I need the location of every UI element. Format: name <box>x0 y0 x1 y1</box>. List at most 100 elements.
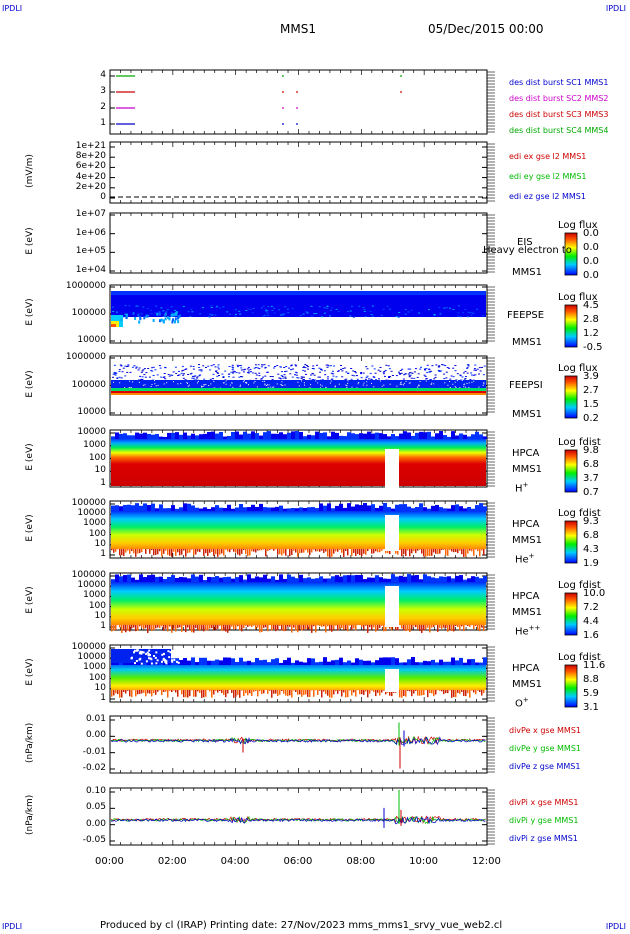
spectrogram-pixel <box>117 690 119 695</box>
spectrogram-pixel <box>397 316 400 318</box>
spectrogram-pixel <box>187 311 190 313</box>
spectrogram-pixel <box>403 382 405 384</box>
spectrogram-pixel <box>213 549 215 556</box>
spectrogram-pixel <box>271 433 275 439</box>
spectrogram-pixel <box>387 365 390 367</box>
spectrogram-pixel <box>287 508 291 511</box>
spectrogram-pixel <box>329 549 331 557</box>
spectrogram-pixel <box>419 368 422 370</box>
spectrogram-pixel <box>239 657 243 665</box>
spectrogram-pixel <box>205 625 207 631</box>
spectrogram-pixel <box>435 364 438 366</box>
spectrogram-pixel <box>467 690 469 694</box>
spectrogram-pixel <box>459 549 461 551</box>
spectrogram-pixel <box>119 625 121 628</box>
spectrogram-pixel <box>462 312 465 314</box>
y-axis-label: E (eV) <box>25 227 35 255</box>
series-line-z <box>110 736 486 746</box>
spectrogram-pixel <box>423 432 427 439</box>
spectrogram-pixel <box>413 549 415 552</box>
spectrogram-pixel <box>483 657 487 665</box>
spectrogram-pixel <box>139 650 142 653</box>
spectrogram-pixel <box>419 549 421 550</box>
spectrogram-pixel <box>191 657 195 665</box>
spectrogram-pixel <box>379 549 381 553</box>
spectrogram-pixel <box>356 387 358 389</box>
spectrogram-pixel <box>388 377 390 378</box>
spectrogram-pixel <box>449 625 451 631</box>
spectrogram-pixel <box>140 652 143 655</box>
spectrogram-pixel <box>140 662 143 665</box>
spectrogram-pixel <box>299 507 303 511</box>
y-tick-label: 0.00 <box>85 730 106 741</box>
spectrogram-pixel <box>321 690 323 698</box>
spectrogram-pixel <box>144 376 147 378</box>
spectrogram-pixel <box>209 625 211 629</box>
spectrogram-pixel <box>147 504 151 511</box>
spectrogram-pixel <box>447 625 449 632</box>
spectrogram-pixel <box>275 625 277 632</box>
spectrogram-pixel <box>148 649 151 652</box>
spectrogram-pixel <box>285 625 287 631</box>
spectrogram-pixel <box>175 311 178 315</box>
spectrogram-pixel <box>345 690 347 698</box>
spectrogram-pixel <box>475 576 479 582</box>
spectrogram-pixel <box>163 314 166 317</box>
spectrogram-pixel <box>351 549 353 556</box>
spectrogram-pixel <box>445 625 447 628</box>
spectrogram-pixel <box>331 660 335 665</box>
spectrogram-pixel <box>291 508 295 511</box>
spectrogram-pixel <box>483 436 487 439</box>
spectrogram-pixel <box>330 380 332 382</box>
spectrogram-pixel <box>258 368 261 370</box>
spectrogram-pixel <box>349 625 351 626</box>
spectrogram-pixel <box>359 549 361 556</box>
spectrogram-pixel <box>176 660 178 663</box>
spectrogram-pixel <box>338 383 340 385</box>
spectrogram-pixel <box>175 625 177 632</box>
spectrogram-pixel <box>347 372 350 374</box>
spectrogram-pixel <box>224 379 227 381</box>
y-tick-label: 4e+20 <box>75 171 106 182</box>
spectrogram-pixel <box>249 368 252 370</box>
spectrogram-pixel <box>218 375 220 376</box>
spectrogram-pixel <box>380 314 383 316</box>
species-label: He++ <box>515 624 541 638</box>
corner-label-br: IPDLI <box>605 922 626 931</box>
spectrogram-pixel <box>130 387 132 388</box>
spectrogram-pixel <box>271 659 275 665</box>
spectrogram-pixel <box>323 690 325 692</box>
spectrogram-pixel <box>181 370 184 372</box>
spectrogram-pixel <box>443 307 446 309</box>
spectrogram-pixel <box>171 660 174 663</box>
spectrogram-pixel <box>169 549 171 556</box>
spectrogram-pixel <box>113 625 115 631</box>
spectrogram-pixel <box>396 385 398 387</box>
spectrogram-pixel <box>335 308 338 310</box>
spectrogram-pixel <box>187 625 189 628</box>
y-tick-label: 100000 <box>71 379 106 390</box>
spectrogram-pixel <box>283 690 285 694</box>
spectrogram-pixel <box>290 365 293 367</box>
spectrogram-pixel <box>475 662 479 665</box>
spectrogram-pixel <box>461 549 463 555</box>
spectrogram-pixel <box>239 434 243 439</box>
spectrogram-pixel <box>203 507 207 511</box>
spectrogram-pixel <box>168 317 171 321</box>
spectrogram-pixel <box>192 368 195 370</box>
spectrogram-pixel <box>188 384 190 386</box>
spectrogram-pixel <box>287 625 289 627</box>
spectrogram-pixel <box>301 549 303 553</box>
spectrogram-pixel <box>413 625 415 627</box>
spectrogram-pixel <box>466 367 469 369</box>
spectrogram-pixel <box>157 549 159 555</box>
spectrogram-pixel <box>365 625 367 626</box>
spectrogram-pixel <box>258 372 261 374</box>
y-tick-label: 1000 <box>83 518 106 529</box>
spectrogram-pixel <box>135 662 139 665</box>
spectrogram-pixel <box>182 306 185 307</box>
spectrogram-pixel <box>277 690 279 697</box>
spectrogram-pixel <box>222 377 225 378</box>
spectrogram-pixel <box>281 381 283 383</box>
spectrogram-pixel <box>148 376 151 378</box>
